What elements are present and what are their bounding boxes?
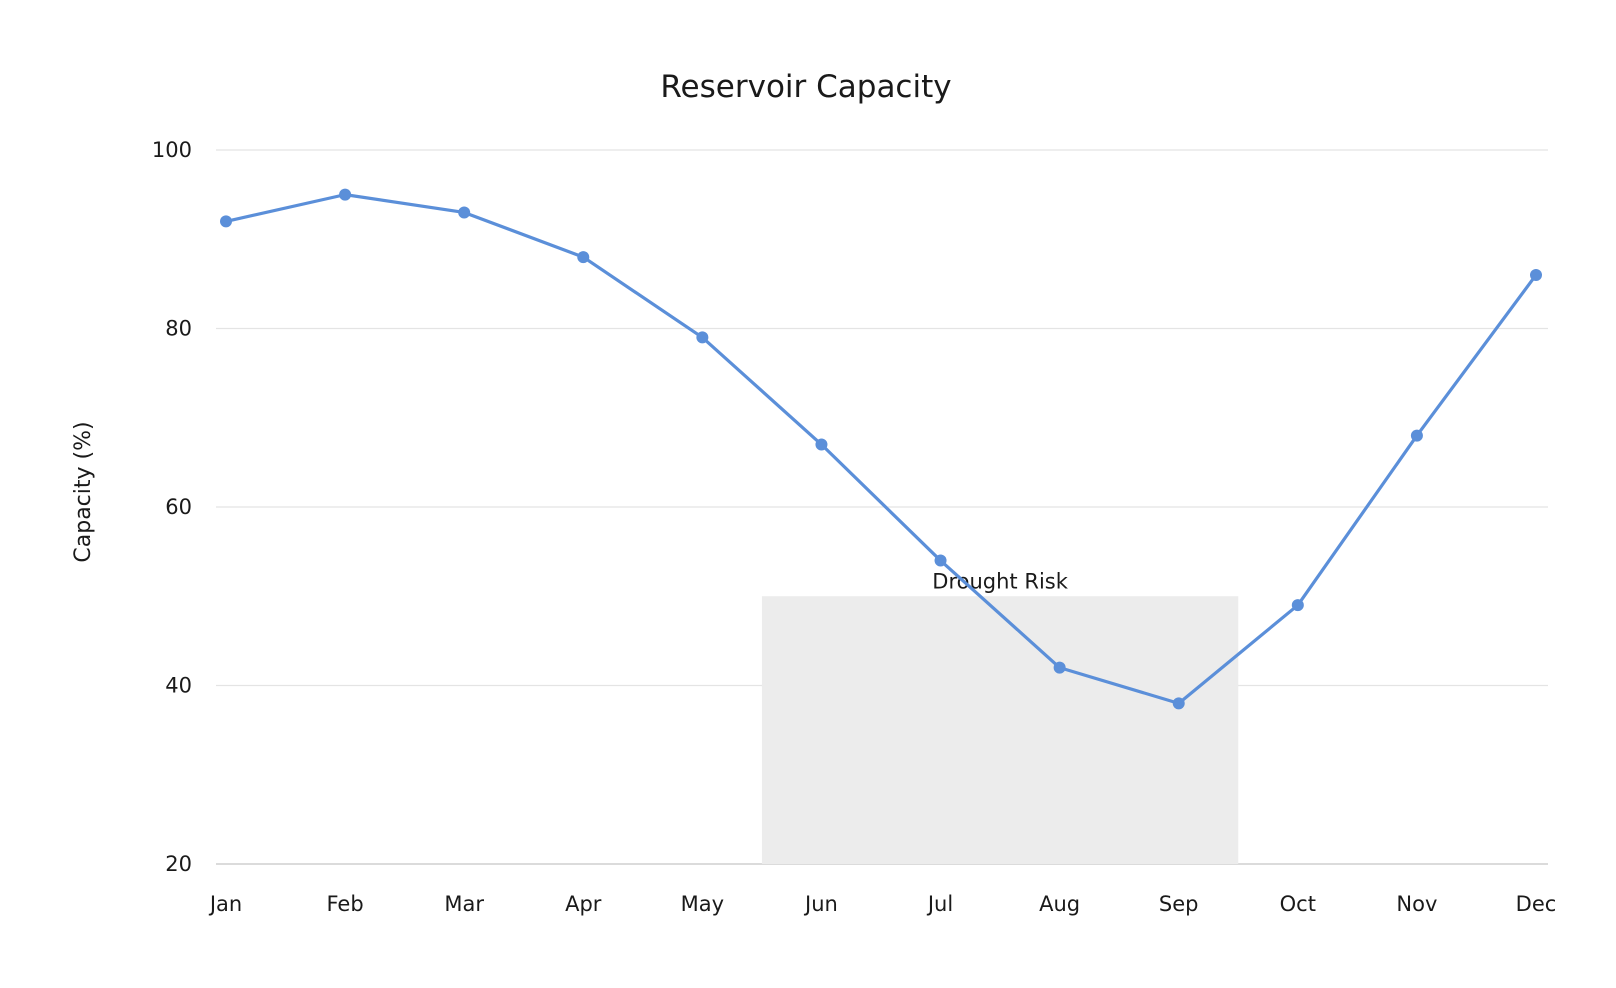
y-tick-label: 80 — [165, 317, 192, 341]
data-point — [339, 188, 352, 201]
x-tick-label: Jun — [803, 892, 838, 916]
data-point — [1053, 661, 1066, 674]
series-line — [224, 193, 1538, 705]
x-tick-label: Apr — [565, 892, 602, 916]
x-tick-label: Sep — [1159, 892, 1199, 916]
x-tick-label: Nov — [1396, 892, 1437, 916]
data-point — [1410, 429, 1423, 442]
y-axis: 20 40 60 80 100 — [152, 138, 192, 876]
x-tick-label: Oct — [1280, 892, 1316, 916]
x-tick-label: Mar — [444, 892, 484, 916]
data-point — [458, 206, 471, 219]
x-axis: Jan Feb Mar Apr May Jun Jul Aug Sep Oct Nov Dec — [208, 892, 1557, 916]
y-tick-label: 60 — [165, 495, 192, 519]
data-point — [1291, 599, 1304, 612]
data-point — [1530, 268, 1542, 281]
x-tick-label: Jan — [208, 892, 242, 916]
data-point — [815, 438, 828, 451]
drought-risk-band — [761, 596, 1239, 864]
x-tick-label: Dec — [1516, 892, 1557, 916]
series-layer — [220, 188, 1542, 710]
y-tick-label: 100 — [152, 138, 192, 162]
y-tick-label: 20 — [165, 852, 192, 876]
x-tick-label: Feb — [326, 892, 363, 916]
data-point — [577, 251, 590, 264]
y-tick-label: 40 — [165, 674, 192, 698]
chart-title: Reservoir Capacity — [660, 69, 951, 105]
data-point — [1172, 697, 1185, 710]
data-point — [220, 215, 232, 228]
annotation-layer: Drought Risk — [761, 569, 1239, 864]
data-point — [934, 554, 947, 567]
data-point — [696, 331, 709, 344]
x-tick-label: May — [681, 892, 724, 916]
x-tick-label: Jul — [926, 892, 953, 916]
x-tick-label: Aug — [1039, 892, 1080, 916]
y-axis-label: Capacity (%) — [71, 421, 96, 562]
